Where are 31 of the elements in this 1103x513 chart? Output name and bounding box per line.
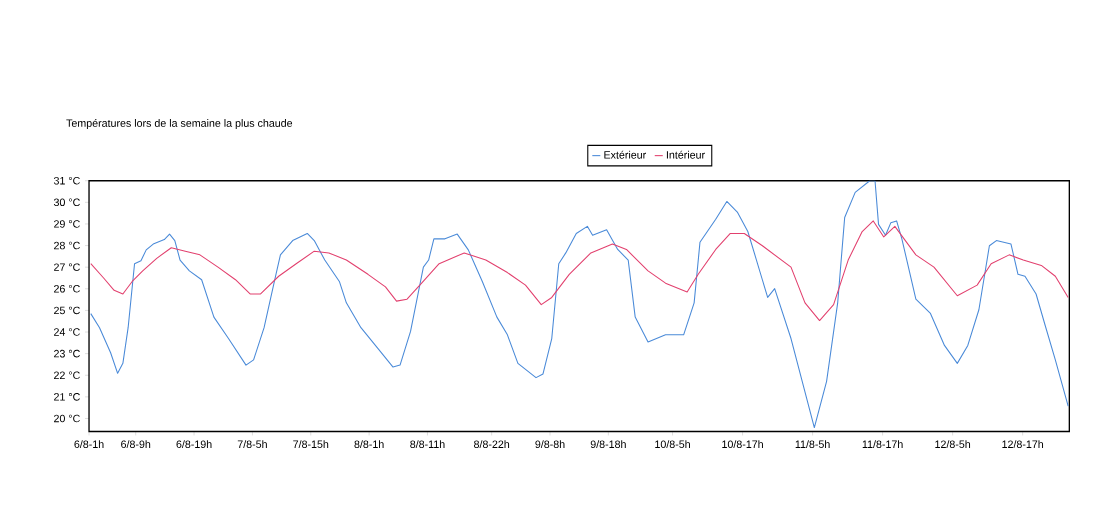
x-tick-label: 9/8-18h — [590, 439, 626, 448]
x-tick-label: 12/8-5h — [935, 439, 971, 448]
x-tick-label: 6/8-19h — [176, 439, 212, 448]
x-tick-label: 6/8-1h — [74, 439, 104, 448]
y-tick-label: 21 °C — [54, 392, 80, 401]
x-tick-label: 9/8-8h — [535, 439, 565, 448]
x-tick-label: 8/8-1h — [354, 439, 384, 448]
y-tick-label: 20 °C — [54, 414, 80, 423]
x-tick-label: 7/8-15h — [293, 439, 329, 448]
x-tick-label: 10/8-5h — [655, 439, 690, 448]
y-tick-label: 22 °C — [54, 371, 80, 379]
x-tick-label: 8/8-22h — [474, 439, 510, 448]
y-tick-label: 28 °C — [54, 241, 80, 250]
legend-label: Intérieur — [666, 150, 705, 159]
y-tick-label: 29 °C — [54, 219, 80, 228]
x-tick-label: 6/8-9h — [121, 439, 151, 448]
chart-title: Températures lors de la semaine la plus chaude — [66, 118, 293, 129]
x-tick-label: 10/8-17h — [722, 439, 763, 448]
y-tick-label: 26 °C — [54, 284, 80, 293]
y-tick-label: 24 °C — [54, 328, 80, 336]
y-tick-label: 30 °C — [53, 198, 80, 206]
y-tick-label: 25 °C — [54, 306, 80, 314]
x-tick-label: 11/8-17h — [862, 439, 903, 448]
y-tick-label: 23 °C — [54, 349, 80, 358]
x-tick-label: 7/8-5h — [237, 439, 267, 448]
y-tick-label: 27 °C — [54, 263, 80, 271]
x-tick-label: 12/8-17h — [1002, 439, 1044, 448]
legend-label: Extérieur — [604, 150, 647, 159]
y-tick-label: 31 °C — [53, 176, 80, 185]
x-tick-label: 11/8-5h — [795, 439, 830, 448]
x-tick-label: 8/8-11h — [410, 439, 445, 448]
